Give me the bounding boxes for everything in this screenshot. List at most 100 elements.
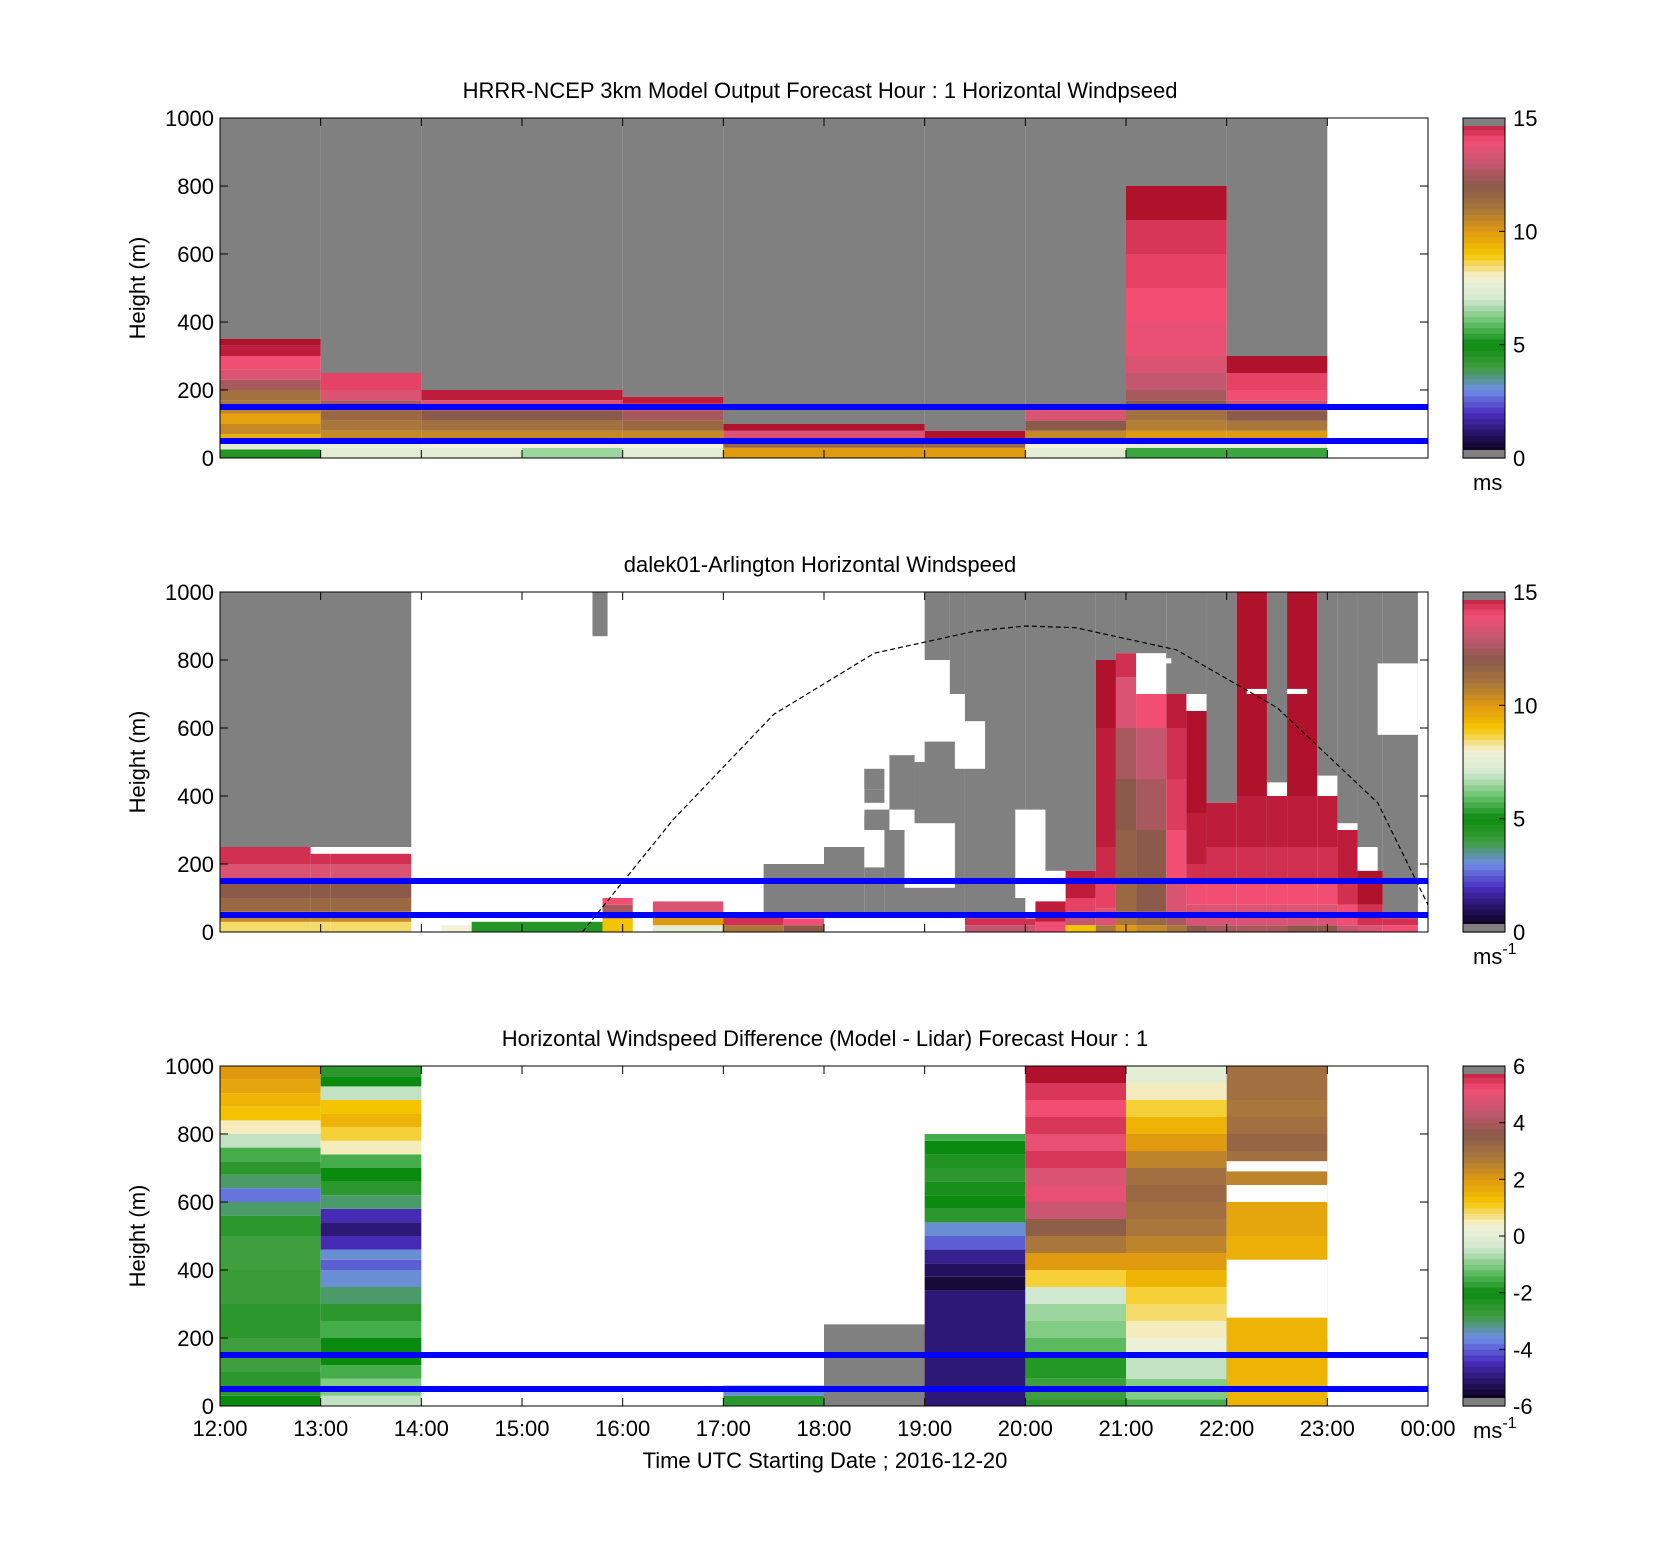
heatmap-cell	[1025, 1253, 1126, 1270]
colorbar-segment	[1463, 597, 1505, 604]
heatmap-cell	[1025, 1399, 1126, 1406]
colorbar-segment	[1463, 1230, 1505, 1237]
heatmap-cell	[220, 1093, 321, 1107]
colorbar-segment	[1463, 875, 1505, 882]
colorbar-segment	[1463, 603, 1505, 610]
heatmap-cell	[1266, 881, 1288, 905]
colorbar-segment	[1463, 694, 1505, 701]
colorbar-segment	[1463, 841, 1505, 848]
colorbar-segment	[1463, 886, 1505, 893]
no-data-gap	[1226, 1185, 1328, 1202]
heatmap-cell	[1095, 728, 1116, 796]
heatmap-cell	[320, 1259, 422, 1270]
colorbar-segment	[1463, 1213, 1505, 1220]
heatmap-cell	[320, 1270, 422, 1287]
x-tick-label: 23:00	[1300, 1416, 1355, 1441]
heatmap-cell	[924, 447, 1026, 458]
no-data-gap	[1246, 688, 1267, 694]
colorbar-segment	[1463, 231, 1505, 238]
missing-data-block	[864, 867, 885, 915]
heatmap-cell	[1126, 1287, 1227, 1304]
heatmap-cell	[924, 430, 1026, 441]
colorbar-segment	[1463, 705, 1505, 712]
colorbar-tick-label: 5	[1513, 333, 1525, 358]
missing-data-block	[421, 118, 522, 390]
heatmap-cell	[1095, 847, 1116, 881]
heatmap-cell	[1025, 1321, 1126, 1338]
heatmap-cell	[1025, 1270, 1126, 1287]
colorbar-segment	[1463, 282, 1505, 289]
colorbar-segment	[1463, 915, 1505, 922]
no-data-gap	[763, 755, 865, 817]
colorbar-segment	[1463, 378, 1505, 385]
colorbar-segment	[1463, 186, 1505, 193]
heatmap-cell	[1136, 925, 1167, 932]
colorbar-segment	[1463, 1343, 1505, 1350]
colorbar-segment	[1463, 852, 1505, 859]
heatmap-cell	[1126, 1151, 1227, 1168]
heatmap-cell	[1382, 925, 1418, 932]
heatmap-cell	[320, 1249, 422, 1260]
heatmap-cell	[1206, 925, 1237, 932]
heatmap-cell	[1025, 1338, 1126, 1355]
colorbar-segment	[1463, 435, 1505, 442]
heatmap-cell	[1226, 1168, 1328, 1185]
heatmap-cell	[220, 1202, 321, 1216]
heatmap-cell	[1126, 1134, 1227, 1151]
heatmap-cell	[1115, 779, 1137, 830]
panel-model: HRRR-NCEP 3km Model Output Forecast Hour…	[125, 78, 1537, 495]
heatmap-cell	[723, 441, 824, 448]
colorbar-segment	[1463, 429, 1505, 436]
x-tick-label: 18:00	[796, 1416, 851, 1441]
colorbar-segment	[1463, 1332, 1505, 1339]
x-tick-label: 14:00	[394, 1416, 449, 1441]
heatmap-cell	[1226, 1066, 1328, 1083]
colorbar-segment	[1463, 699, 1505, 706]
heatmap-cell	[1115, 677, 1137, 728]
colorbar-segment	[1463, 367, 1505, 374]
heatmap-cell	[1186, 813, 1207, 864]
no-data-gap	[763, 612, 804, 654]
missing-data-block	[763, 864, 824, 915]
heatmap-cell	[1126, 1066, 1227, 1083]
heatmap-cell	[924, 1276, 1026, 1291]
heatmap-cell	[1025, 1134, 1126, 1151]
heatmap-cell	[1025, 410, 1126, 421]
heatmap-cell	[1236, 925, 1267, 932]
heatmap-cell	[602, 898, 633, 905]
colorbar-missing-cap	[1463, 118, 1505, 126]
heatmap-cell	[1226, 356, 1328, 373]
colorbar-segment	[1463, 898, 1505, 905]
no-data-gap	[1015, 809, 1046, 898]
heatmap-cell	[220, 400, 321, 407]
colorbar-segment	[1463, 1241, 1505, 1248]
colorbar-segment	[1463, 1287, 1505, 1294]
colorbar-segment	[1463, 665, 1505, 672]
colorbar-segment	[1463, 716, 1505, 723]
heatmap-cell	[924, 441, 1026, 448]
colorbar-segment	[1463, 614, 1505, 621]
heatmap-cell	[1126, 441, 1227, 448]
heatmap-cell	[421, 420, 522, 431]
colorbar-segment	[1463, 373, 1505, 380]
colorbar-missing-cap	[1463, 592, 1505, 600]
heatmap-cell	[652, 915, 724, 926]
heatmap-cell	[964, 925, 1036, 932]
colorbar-tick-label: 0	[1513, 920, 1525, 945]
heatmap-cell	[1206, 847, 1237, 881]
colorbar-segment	[1463, 1134, 1505, 1141]
heatmap-cell	[220, 1147, 321, 1162]
colorbar-segment	[1463, 1168, 1505, 1175]
colorbar-segment	[1463, 1162, 1505, 1169]
heatmap-cell	[723, 925, 784, 932]
colorbar-segment	[1463, 1355, 1505, 1362]
colorbar-segment	[1463, 1077, 1505, 1084]
missing-data-block	[1126, 118, 1227, 186]
heatmap-cell	[964, 918, 1036, 926]
heatmap-cell	[320, 373, 422, 390]
missing-data-block	[1206, 592, 1237, 803]
colorbar-unit-label: ms-1	[1473, 941, 1517, 969]
heatmap-cell	[783, 918, 824, 926]
missing-data-block	[723, 118, 824, 424]
no-data-gap	[723, 813, 784, 851]
